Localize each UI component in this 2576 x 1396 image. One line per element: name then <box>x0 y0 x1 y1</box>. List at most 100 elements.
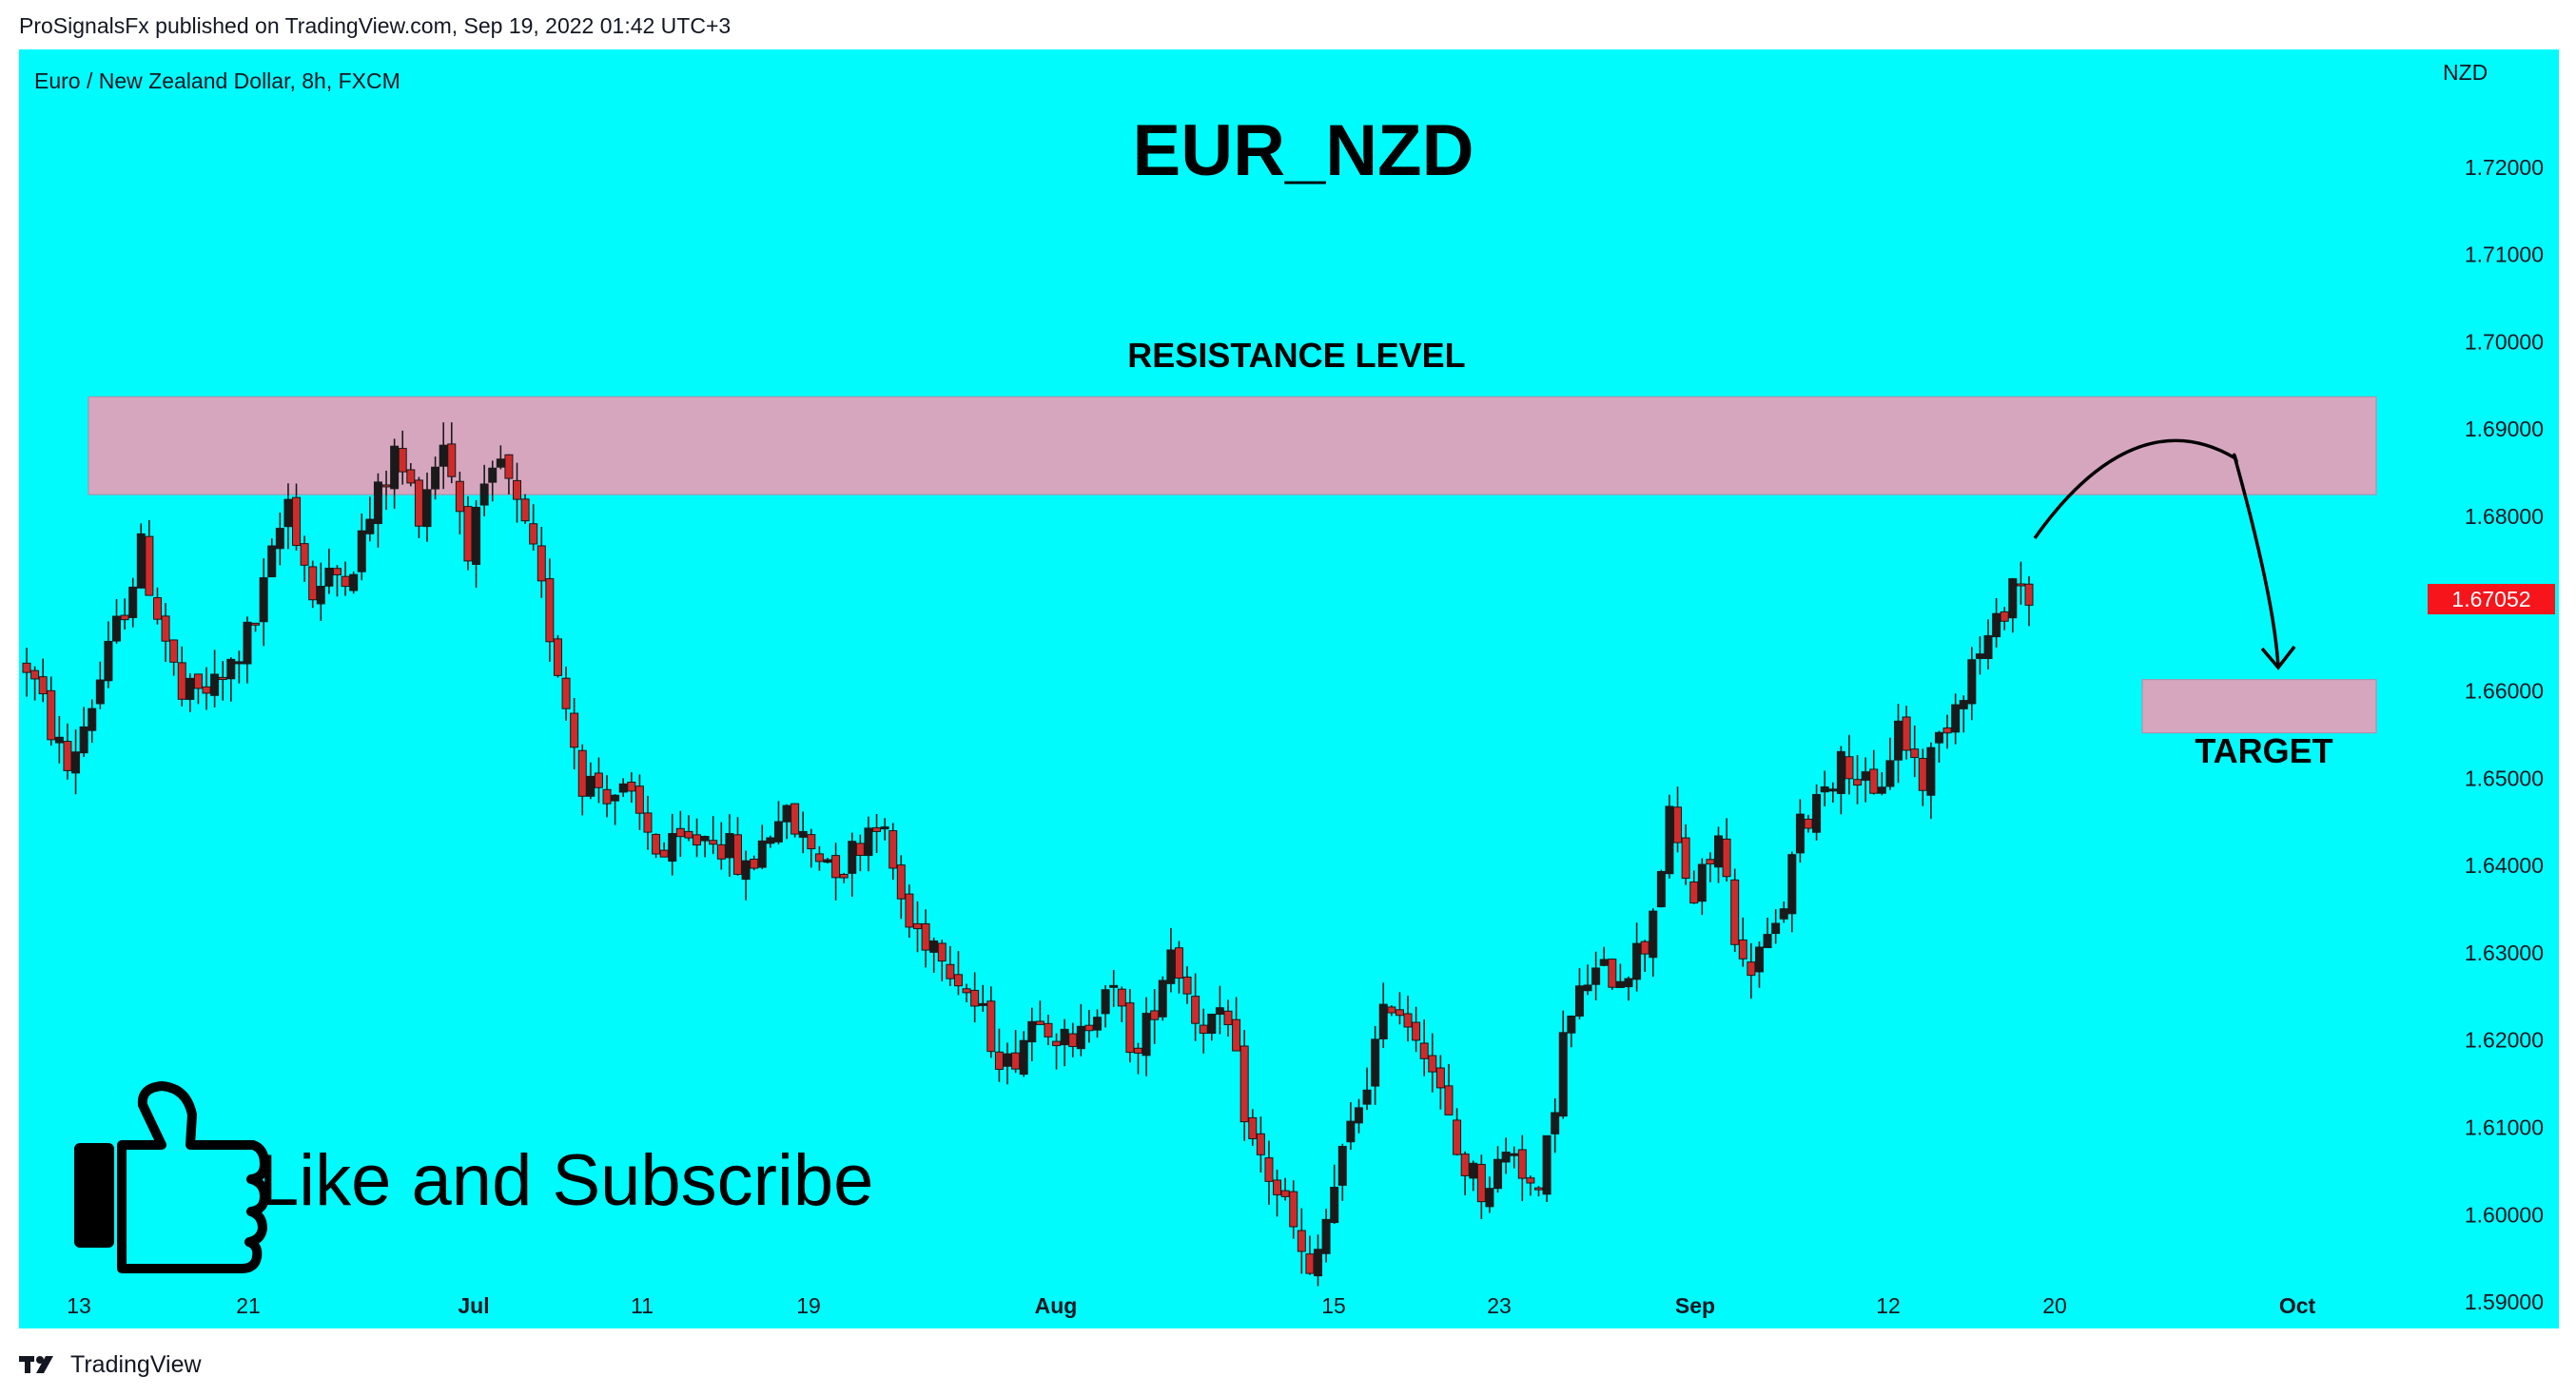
candle <box>1273 1169 1282 1217</box>
candle <box>611 794 620 825</box>
candle-body <box>1624 978 1633 988</box>
candle <box>472 499 481 589</box>
candle-body <box>136 533 146 589</box>
candle <box>1763 917 1772 949</box>
candle <box>439 422 448 490</box>
candle-body <box>1093 1017 1103 1031</box>
candle <box>341 561 350 596</box>
y-tick-label: 1.63000 <box>2465 940 2544 965</box>
candle-body <box>757 840 767 868</box>
candle <box>1501 1137 1511 1174</box>
candle-body <box>1983 635 1993 660</box>
candle-body <box>2008 578 2018 619</box>
candle <box>855 834 865 872</box>
candle-body <box>905 893 914 928</box>
candle <box>757 824 767 870</box>
candle <box>1632 922 1642 992</box>
candle <box>553 634 562 678</box>
candle-body <box>1027 1020 1037 1043</box>
publish-info: ProSignalsFx published on TradingView.co… <box>19 13 732 38</box>
chart-panel[interactable]: NZD 1.72000 1.71000 1.70000 1.69000 1.68000 1.… <box>19 49 2559 1328</box>
candle-body <box>1689 881 1699 904</box>
candle <box>1649 908 1658 978</box>
candle-body <box>1330 1186 1339 1224</box>
y-tick-label: 1.62000 <box>2465 1028 2544 1053</box>
candle-body <box>390 445 400 490</box>
y-tick-label: 1.68000 <box>2465 504 2544 529</box>
candle-body <box>1207 1013 1217 1035</box>
candle <box>1583 964 1592 996</box>
footer-brand[interactable]: TradingView <box>19 1350 202 1379</box>
candle-body <box>1656 871 1666 908</box>
candle-body <box>513 479 522 500</box>
candle <box>1779 901 1788 923</box>
candle-body <box>463 506 473 562</box>
candle-body <box>839 873 849 879</box>
candle-body <box>1820 785 1829 793</box>
candle-body <box>1435 1067 1445 1089</box>
candle-body <box>937 942 946 962</box>
candle <box>504 454 514 494</box>
candle <box>913 901 923 953</box>
candle <box>1166 927 1176 993</box>
candle <box>848 832 857 898</box>
candle <box>308 560 318 609</box>
candle <box>594 757 603 804</box>
candle <box>1476 1154 1486 1219</box>
candle <box>1844 734 1854 795</box>
candle <box>693 818 702 858</box>
candle <box>185 673 195 712</box>
candle <box>1918 748 1927 806</box>
candle <box>1337 1143 1347 1201</box>
candle <box>47 676 56 746</box>
candle-body <box>545 578 555 643</box>
price-axis[interactable]: NZD 1.72000 1.71000 1.70000 1.69000 1.68000 1.… <box>2428 60 2555 1314</box>
candle <box>2000 607 2009 630</box>
candle-body <box>1297 1230 1306 1252</box>
candle-body <box>848 841 857 874</box>
candle <box>994 1028 1004 1082</box>
candle-body <box>38 676 48 695</box>
candle <box>1207 1013 1217 1041</box>
candle-body <box>1232 1018 1241 1052</box>
candle-body <box>1321 1218 1331 1254</box>
candle-body <box>1574 985 1584 1017</box>
candle-body <box>1861 771 1870 781</box>
candle <box>773 801 783 845</box>
candle <box>929 938 939 973</box>
y-tick-label: 1.72000 <box>2465 155 2544 180</box>
candle <box>1485 1176 1494 1213</box>
candle-body <box>120 614 129 621</box>
candle-body <box>267 545 277 578</box>
candle <box>937 940 946 981</box>
candle <box>1150 989 1160 1044</box>
currency-label: NZD <box>2443 60 2488 85</box>
chart-svg[interactable]: NZD 1.72000 1.71000 1.70000 1.69000 1.68000 1.… <box>19 49 2559 1328</box>
candle-body <box>193 673 203 689</box>
candle-body <box>202 686 211 694</box>
candle-body <box>1060 1028 1069 1046</box>
candle <box>1182 966 1192 1004</box>
candle-body <box>488 467 498 483</box>
candle <box>1934 730 1943 763</box>
candle <box>1232 997 1241 1052</box>
candle <box>905 884 914 939</box>
candle-body <box>145 535 154 596</box>
candle <box>431 456 440 500</box>
candle <box>210 650 220 708</box>
candle-body <box>1453 1119 1462 1155</box>
candle-body <box>594 772 603 788</box>
candle <box>1158 976 1167 1021</box>
candle <box>1640 940 1649 973</box>
candle <box>1959 695 1968 733</box>
candle <box>1885 737 1895 790</box>
candle <box>577 744 587 816</box>
time-axis[interactable]: 13 21 Jul 11 19 Aug 15 23 Sep 12 20 Oct <box>67 1293 2315 1318</box>
candle <box>1730 868 1740 953</box>
candle-body <box>1517 1149 1527 1179</box>
candle-body <box>1109 984 1119 988</box>
candle <box>373 473 382 548</box>
candle-body <box>732 834 742 875</box>
y-tick-label: 1.61000 <box>2465 1115 2544 1139</box>
candle-body <box>855 843 865 856</box>
